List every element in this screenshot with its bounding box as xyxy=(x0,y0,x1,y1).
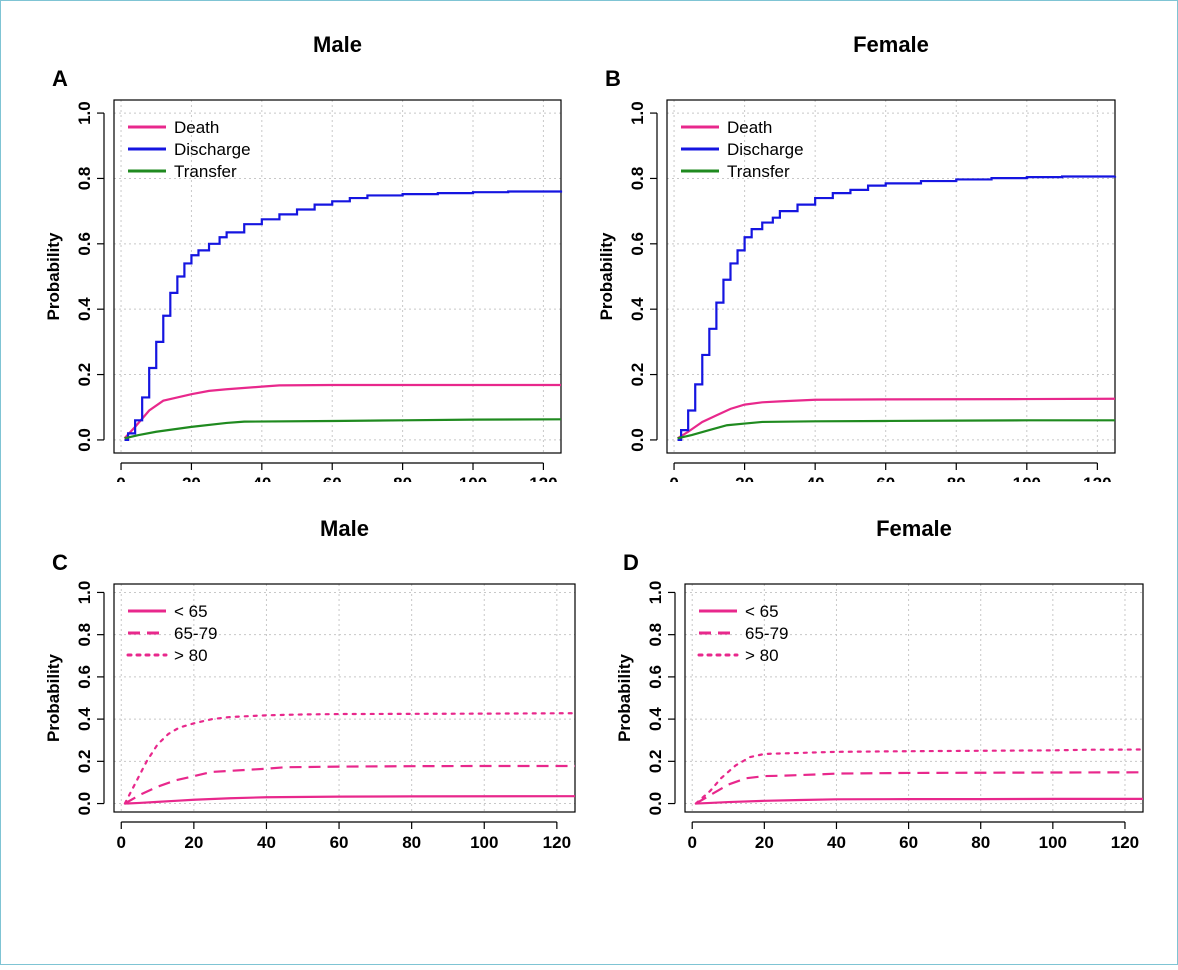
x-tick-label: 80 xyxy=(947,474,966,482)
series-line-80 xyxy=(123,712,577,805)
y-tick-label: 0.6 xyxy=(646,665,665,689)
series-line-65 xyxy=(124,795,576,805)
chart-panel-b: FemaleB020406080100120Time from confirme… xyxy=(597,32,1117,525)
x-tick-label: 20 xyxy=(755,833,774,852)
chart-title: Female xyxy=(853,32,929,57)
series-line-65 xyxy=(695,797,1143,805)
legend-label: Transfer xyxy=(174,162,237,181)
y-tick-label: 0.4 xyxy=(75,297,94,321)
x-tick-label: 0 xyxy=(116,474,125,482)
panel-letter: B xyxy=(605,66,621,91)
y-tick-label: 0.2 xyxy=(75,363,94,387)
y-tick-label: 0.6 xyxy=(75,232,94,256)
panel-d: Female D 0 20 40 60 80 100 120 0.0 0.2 0.4 0.6 0.8 1.0… xyxy=(589,482,1178,965)
series-line-transfer xyxy=(124,418,562,440)
x-tick-label: 100 xyxy=(1039,833,1067,852)
x-tick-label: 60 xyxy=(323,474,342,482)
series-line-death xyxy=(677,397,1116,440)
legend-label: Transfer xyxy=(727,162,790,181)
x-tick-label: 100 xyxy=(470,833,498,852)
y-tick-label: 0.6 xyxy=(75,665,94,689)
y-tick-label: 1.0 xyxy=(646,581,665,605)
legend-label: 65-79 xyxy=(745,624,788,643)
y-axis-label: Probability xyxy=(44,654,63,742)
plot-area xyxy=(684,583,1144,813)
panel-c: Male C 0 20 40 60 80 100 120 0.0 0.2 0.4 0.6 0.8 1.0 Pr… xyxy=(0,482,589,965)
x-tick-label: 120 xyxy=(1083,474,1111,482)
panel-b: FemaleB020406080100120Time from confirme… xyxy=(589,0,1178,525)
y-axis-label: Probability xyxy=(44,232,63,320)
x-tick-label: 20 xyxy=(182,474,201,482)
y-tick-label: 1.0 xyxy=(75,101,94,125)
panel-letter: A xyxy=(52,66,68,91)
x-tick-label: 100 xyxy=(459,474,487,482)
x-tick-label: 20 xyxy=(735,474,754,482)
legend-label: Death xyxy=(727,118,772,137)
legend-label: Discharge xyxy=(727,140,804,159)
y-tick-label: 0.2 xyxy=(75,750,94,774)
panel-letter: D xyxy=(623,550,639,575)
plot-area xyxy=(666,99,1116,454)
y-axis-label: Probability xyxy=(597,232,616,320)
legend-label: < 65 xyxy=(174,602,208,621)
x-tick-label: 120 xyxy=(1111,833,1139,852)
y-tick-label: 1.0 xyxy=(628,101,647,125)
legend-label: Death xyxy=(174,118,219,137)
chart-title: Female xyxy=(876,516,952,541)
y-tick-label: 0.4 xyxy=(75,707,94,731)
x-tick-label: 100 xyxy=(1013,474,1041,482)
series-line-discharge xyxy=(124,190,563,442)
legend-label: < 65 xyxy=(745,602,779,621)
x-tick-label: 0 xyxy=(117,833,126,852)
y-axis-label: Probability xyxy=(615,654,634,742)
legend-label: Discharge xyxy=(174,140,251,159)
x-tick-label: 80 xyxy=(971,833,990,852)
series-line-discharge xyxy=(677,175,1117,442)
legend-label: > 80 xyxy=(174,646,208,665)
x-tick-label: 60 xyxy=(899,833,918,852)
x-tick-label: 60 xyxy=(330,833,349,852)
chart-title: Male xyxy=(320,516,369,541)
y-tick-label: 0.8 xyxy=(75,623,94,647)
panel-letter: C xyxy=(52,550,68,575)
y-tick-label: 0.6 xyxy=(628,232,647,256)
series-line-6579 xyxy=(124,764,575,805)
x-tick-label: 80 xyxy=(402,833,421,852)
y-tick-label: 1.0 xyxy=(75,581,94,605)
y-tick-label: 0.2 xyxy=(646,750,665,774)
y-tick-label: 0.0 xyxy=(628,428,647,452)
y-tick-label: 0.4 xyxy=(628,297,647,321)
chart-title: Male xyxy=(313,32,362,57)
y-tick-label: 0.4 xyxy=(646,707,665,731)
x-tick-label: 0 xyxy=(687,833,696,852)
x-tick-label: 40 xyxy=(252,474,271,482)
x-tick-label: 0 xyxy=(669,474,678,482)
y-tick-label: 0.0 xyxy=(646,792,665,816)
y-tick-label: 0.8 xyxy=(75,167,94,191)
x-tick-label: 40 xyxy=(827,833,846,852)
plot-area xyxy=(113,99,562,454)
x-tick-label: 40 xyxy=(257,833,276,852)
chart-panel-d: Female D 0 20 40 60 80 100 120 0.0 0.2 0.4 0.6 0.8 1.0… xyxy=(615,516,1145,852)
x-tick-label: 40 xyxy=(806,474,825,482)
y-tick-label: 0.2 xyxy=(628,363,647,387)
y-tick-label: 0.0 xyxy=(75,792,94,816)
chart-panel-a: MaleA020406080100120Time from confirmed … xyxy=(44,32,563,525)
x-tick-label: 120 xyxy=(529,474,557,482)
panel-a: MaleA020406080100120Time from confirmed … xyxy=(0,0,589,525)
x-tick-label: 80 xyxy=(393,474,412,482)
chart-panel-c: Male C 0 20 40 60 80 100 120 0.0 0.2 0.4 0.6 0.8 1.0 Pr… xyxy=(44,516,577,852)
y-tick-label: 0.8 xyxy=(628,167,647,191)
y-tick-label: 0.0 xyxy=(75,428,94,452)
x-tick-label: 20 xyxy=(184,833,203,852)
plot-area xyxy=(113,583,576,813)
series-line-transfer xyxy=(677,419,1115,440)
x-tick-label: 60 xyxy=(876,474,895,482)
series-line-80 xyxy=(694,748,1145,805)
series-line-death xyxy=(123,383,561,440)
legend-label: > 80 xyxy=(745,646,779,665)
x-tick-label: 120 xyxy=(543,833,571,852)
legend-label: 65-79 xyxy=(174,624,217,643)
y-tick-label: 0.8 xyxy=(646,623,665,647)
